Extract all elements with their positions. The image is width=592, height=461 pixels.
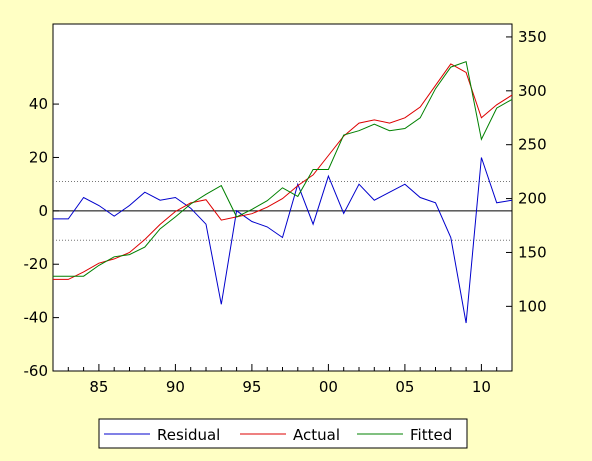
series-line-fitted: [53, 61, 513, 277]
right-axis: 100 150 200 250 300 350: [506, 28, 547, 315]
x-axis-tick-label: 00: [319, 378, 338, 396]
legend-label-residual: Residual: [157, 426, 220, 444]
left-axis-tick-label: 40: [29, 95, 48, 113]
legend-label-actual: Actual: [293, 426, 340, 444]
series-line-residual: [53, 157, 513, 324]
series-line-actual: [53, 63, 513, 280]
right-axis-tick-label: 250: [518, 136, 547, 154]
x-axis-tick-label: 10: [472, 378, 491, 396]
series-layer: [53, 61, 513, 324]
legend-label-fitted: Fitted: [410, 426, 452, 444]
left-axis-tick-label: 0: [38, 202, 48, 220]
plot-area: [52, 23, 513, 372]
x-axis: 85 90 95 00 05 10: [52, 364, 513, 396]
right-axis-tick-label: 150: [518, 243, 547, 261]
right-axis-tick-label: 100: [518, 297, 547, 315]
right-axis-tick-label: 200: [518, 190, 547, 208]
left-axis-tick-label: 20: [29, 148, 48, 166]
right-axis-tick-label: 350: [518, 28, 547, 46]
x-axis-tick-label: 85: [89, 378, 108, 396]
left-axis-tick-label: -20: [24, 255, 49, 273]
x-axis-tick-label: 95: [242, 378, 261, 396]
x-axis-tick-label: 05: [395, 378, 414, 396]
left-axis-tick-label: -60: [24, 362, 49, 380]
left-axis-tick-label: -40: [24, 309, 49, 327]
x-axis-tick-label: 90: [166, 378, 185, 396]
left-axis: -60 -40 -20 0 20 40: [24, 95, 59, 380]
right-axis-tick-label: 300: [518, 82, 547, 100]
legend: Residual Actual Fitted: [98, 418, 468, 449]
